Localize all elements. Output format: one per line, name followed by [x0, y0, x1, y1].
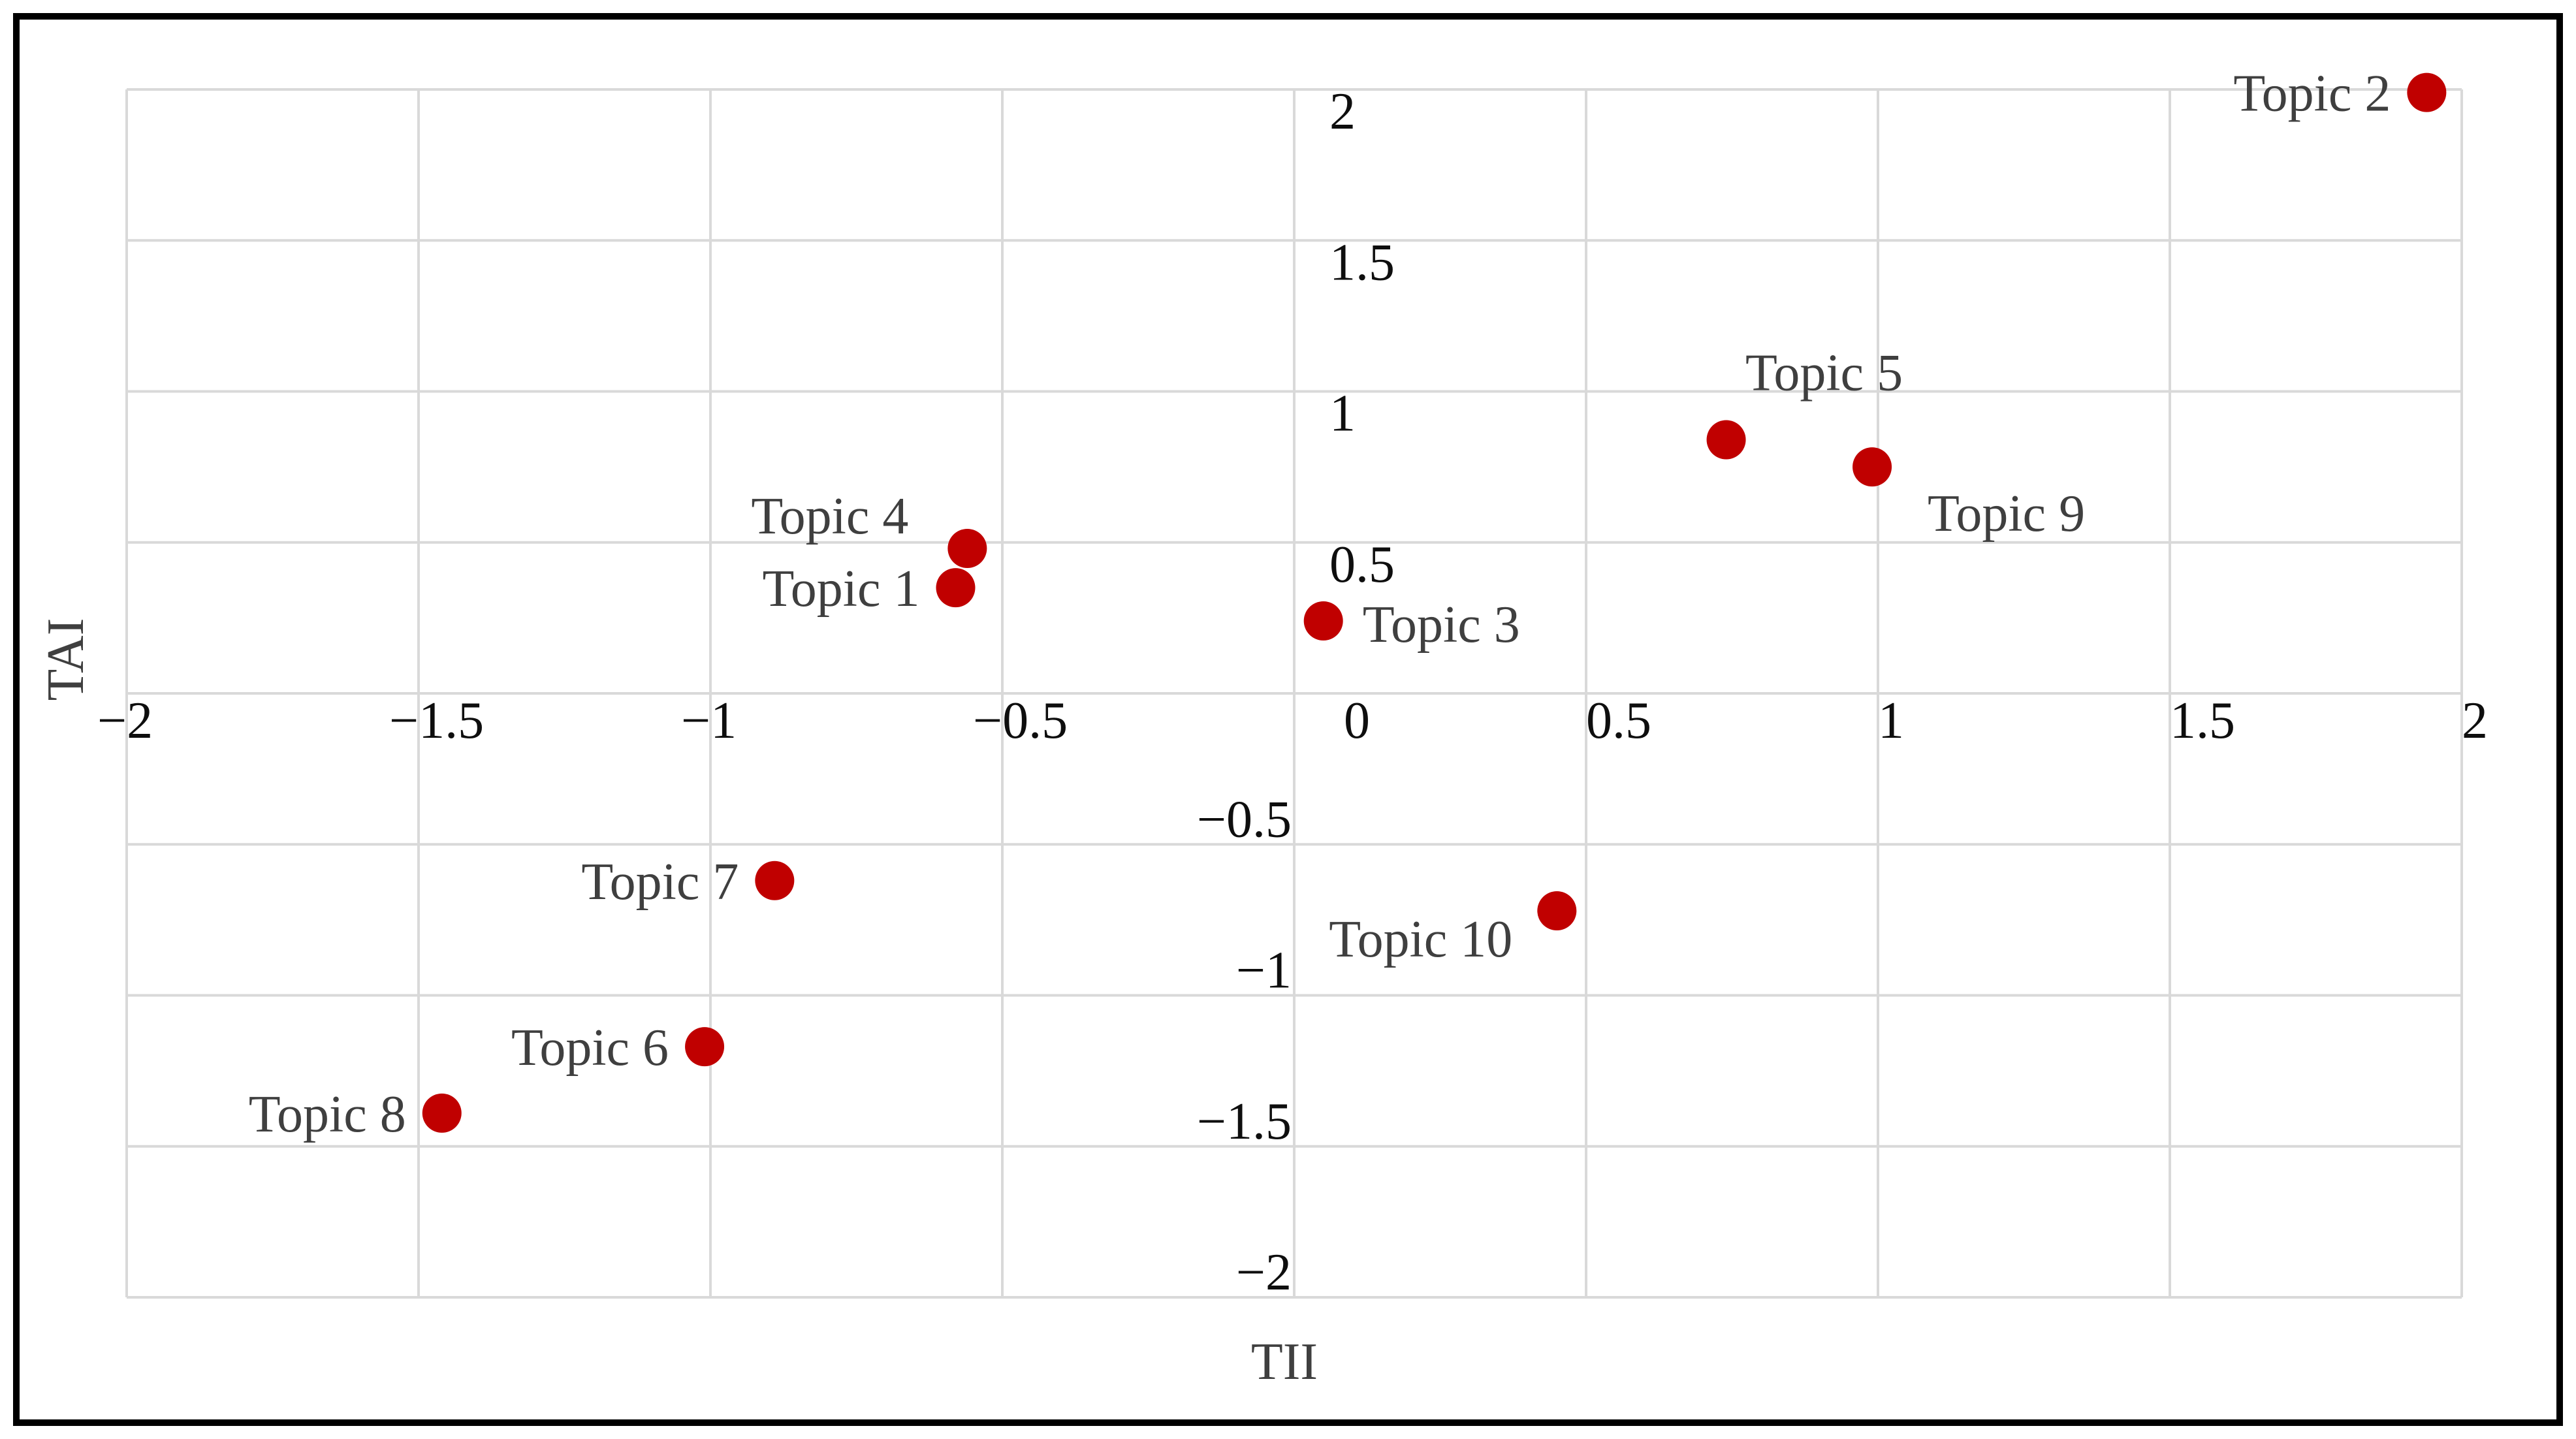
point-label-topic-1: Topic 1 — [762, 560, 919, 618]
point-label-topic-5: Topic 5 — [1745, 345, 1903, 402]
data-point-topic-3 — [1303, 601, 1343, 640]
y-tick-label: −1 — [1236, 942, 1292, 1000]
point-label-topic-4: Topic 4 — [751, 488, 908, 545]
chart-border — [13, 13, 2563, 1426]
point-label-topic-7: Topic 7 — [581, 853, 739, 911]
point-labels: Topic 1 Topic 2 Topic 3 Topic 4 Topic 5 Topic… — [249, 65, 2391, 1143]
x-tick-label: −2 — [97, 692, 153, 750]
y-tick-label: 1 — [1329, 385, 1356, 443]
x-tick-label: −1 — [681, 692, 737, 750]
data-point-topic-10 — [1537, 891, 1577, 930]
data-point-topic-9 — [1852, 447, 1892, 487]
point-label-topic-9: Topic 9 — [1928, 485, 2085, 543]
y-tick-label: 1.5 — [1329, 234, 1395, 291]
data-point-topic-2 — [2407, 72, 2447, 112]
x-tick-label: −0.5 — [973, 692, 1068, 750]
data-point-topic-6 — [685, 1027, 725, 1067]
data-point-topic-7 — [755, 861, 795, 900]
x-tick-label: 1.5 — [2170, 692, 2235, 750]
data-point-topic-4 — [947, 529, 987, 568]
point-label-topic-6: Topic 6 — [511, 1019, 669, 1077]
y-tick-label: −2 — [1236, 1244, 1292, 1301]
y-axis-title: TAI — [37, 618, 95, 701]
y-tick-label: −0.5 — [1197, 791, 1292, 848]
point-label-topic-10: Topic 10 — [1329, 911, 1512, 968]
point-label-topic-3: Topic 3 — [1363, 596, 1520, 654]
y-tick-labels: 2 1.5 1 0.5 −0.5 −1 −1.5 −2 — [1197, 83, 1395, 1301]
point-label-topic-2: Topic 2 — [2233, 65, 2391, 123]
data-points — [422, 72, 2447, 1133]
x-tick-label: 0 — [1344, 692, 1370, 750]
point-label-topic-8: Topic 8 — [249, 1086, 406, 1143]
x-tick-labels: −2 −1.5 −1 −0.5 0 0.5 1 1.5 2 — [97, 692, 2488, 750]
y-tick-label: −1.5 — [1197, 1093, 1292, 1150]
x-tick-label: −1.5 — [389, 692, 484, 750]
y-tick-label: 0.5 — [1329, 536, 1395, 593]
x-tick-label: 2 — [2462, 692, 2488, 750]
x-tick-label: 0.5 — [1586, 692, 1651, 750]
x-tick-label: 1 — [1878, 692, 1904, 750]
data-point-topic-8 — [422, 1093, 462, 1133]
y-tick-label: 2 — [1329, 83, 1356, 140]
gridlines — [125, 88, 2463, 1299]
data-point-topic-1 — [936, 568, 976, 608]
x-axis-title: TII — [1251, 1333, 1318, 1391]
data-point-topic-5 — [1706, 420, 1746, 460]
